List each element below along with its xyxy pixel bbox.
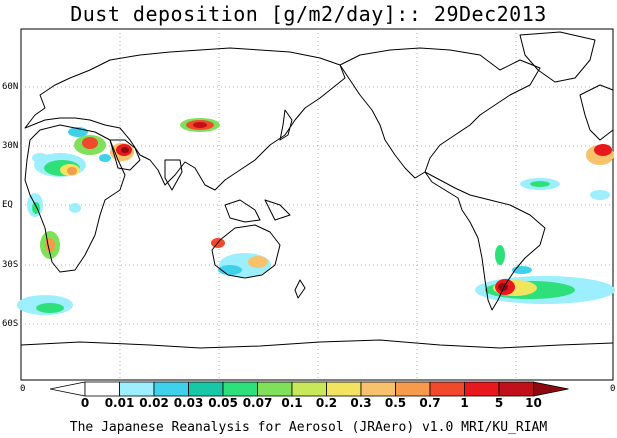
colorbar-tick-label: 0.5 (384, 396, 407, 410)
graticule (21, 29, 613, 380)
colorbar-tick-label: 0.2 (315, 396, 338, 410)
colorbar-segment (498, 381, 534, 397)
colorbar-segment (257, 381, 293, 397)
colorbar-tick-label: 5 (494, 396, 504, 410)
colorbar-tick-label: 0.03 (173, 396, 204, 410)
coastlines (20, 31, 614, 349)
colorbar-tick-label: 10 (525, 396, 542, 410)
colorbar-tick-label: 0.05 (208, 396, 238, 410)
colorbar-tick-label: 0.3 (350, 396, 372, 410)
colorbar-segment (395, 381, 431, 397)
colorbar-segment (429, 381, 465, 397)
colorbar-segment (119, 381, 155, 397)
colorbar-right-arrow (533, 381, 569, 397)
colorbar-segment (360, 381, 396, 397)
colorbar (50, 381, 569, 397)
colorbar-tick-label: 0.7 (419, 396, 441, 410)
colorbar-left-arrow (50, 381, 86, 397)
colorbar-segment (222, 381, 258, 397)
map-frame (20, 28, 614, 381)
lat-label-30n: 30N (2, 141, 19, 151)
colorbar-tick-label: 0.07 (242, 396, 273, 410)
colorbar-segment (84, 381, 120, 397)
colorbar-segment (188, 381, 224, 397)
lat-label-30s: 30S (2, 260, 19, 270)
colorbar-tick-label: 0.01 (104, 396, 135, 410)
colorbar-segment (291, 381, 327, 397)
edge-label-left: 0 (20, 384, 26, 394)
colorbar-segment (326, 381, 362, 397)
colorbar-tick-label: 0.02 (139, 396, 169, 410)
colorbar-tick-label: 0.1 (281, 396, 303, 410)
footer-credit: The Japanese Reanalysis for Aerosol (JRA… (69, 420, 548, 435)
map-title: Dust deposition [g/m2/day]:: 29Dec2013 (70, 2, 547, 26)
colorbar-segment (464, 381, 500, 397)
colorbar-tick-label: 0 (80, 396, 90, 410)
edge-label-right: 0 (610, 384, 616, 394)
lat-label-60n: 60N (2, 82, 19, 92)
colorbar-tick-label: 1 (460, 396, 469, 410)
colorbar-segment (153, 381, 189, 397)
lat-label-eq: EQ (2, 200, 13, 210)
lat-label-60s: 60S (2, 319, 19, 329)
